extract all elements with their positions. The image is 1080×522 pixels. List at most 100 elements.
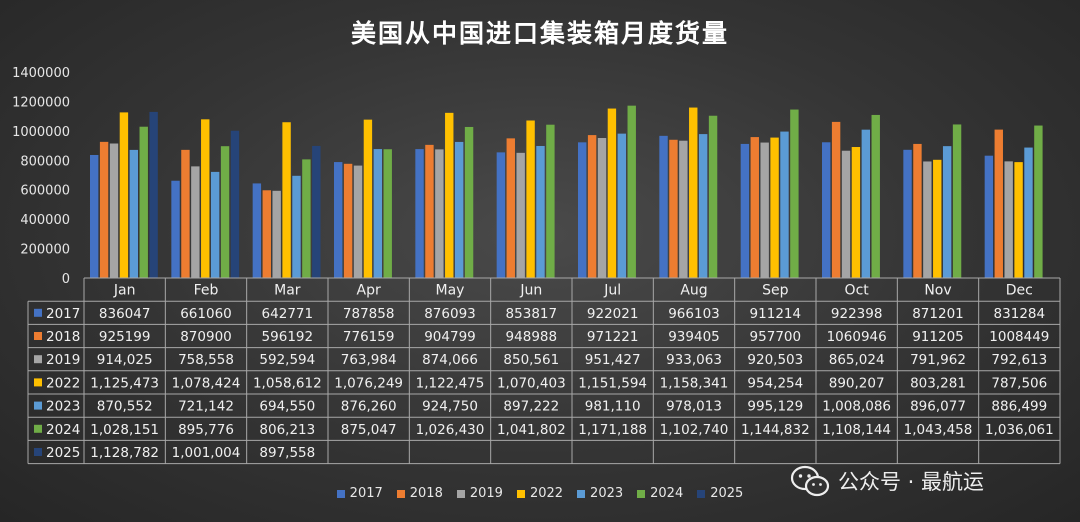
bar bbox=[129, 149, 139, 278]
legend-label: 2017 bbox=[349, 486, 383, 501]
bar bbox=[312, 145, 321, 278]
legend-item: 2019 bbox=[456, 486, 503, 501]
data-label: 981,110 bbox=[585, 399, 641, 415]
x-tick-label: Jan bbox=[113, 283, 136, 299]
bar bbox=[984, 155, 994, 278]
data-label: 871201 bbox=[912, 306, 964, 322]
bar bbox=[201, 119, 210, 278]
data-label: 661060 bbox=[180, 306, 232, 322]
legend-label: 2019 bbox=[469, 486, 503, 501]
bar bbox=[546, 124, 555, 279]
legend-key bbox=[34, 401, 42, 410]
x-tick-label: Sep bbox=[762, 283, 789, 299]
data-label: 1,026,430 bbox=[416, 422, 485, 438]
x-tick-label: Jun bbox=[519, 283, 542, 299]
data-label: 925199 bbox=[99, 329, 151, 345]
data-label: 978,013 bbox=[666, 399, 722, 415]
bar bbox=[708, 115, 718, 278]
x-tick-label: Aug bbox=[680, 283, 707, 299]
data-label: 876,260 bbox=[341, 399, 397, 415]
legend-item: 2022 bbox=[516, 486, 563, 501]
bar bbox=[1034, 125, 1043, 278]
chart-title: 美国从中国进口集装箱月度货量 bbox=[350, 19, 729, 48]
legend-item: 2023 bbox=[577, 486, 623, 501]
bar bbox=[790, 109, 799, 279]
bar-chart: 0 200000 400000 600000 800000 1000000 1200000 1… bbox=[12, 66, 1061, 465]
data-label: 694,550 bbox=[259, 399, 315, 415]
legend-item: 2017 bbox=[336, 486, 383, 501]
bar bbox=[760, 142, 769, 278]
bar bbox=[1024, 147, 1033, 278]
bar bbox=[831, 121, 841, 278]
data-label: 1,171,188 bbox=[578, 422, 647, 438]
data-label: 966103 bbox=[668, 306, 720, 322]
bar bbox=[292, 175, 301, 278]
data-label: 596192 bbox=[262, 329, 314, 345]
bar bbox=[750, 137, 759, 278]
bar bbox=[496, 152, 506, 278]
bar bbox=[516, 152, 525, 278]
bar bbox=[526, 120, 535, 279]
data-label: 721,142 bbox=[178, 399, 234, 415]
bar bbox=[698, 134, 708, 278]
data-label: 836047 bbox=[99, 306, 151, 322]
data-label: 853817 bbox=[506, 306, 558, 322]
legend-key bbox=[34, 448, 42, 456]
bar bbox=[903, 149, 912, 278]
data-label: 642771 bbox=[262, 306, 314, 322]
legend-item: 2018 bbox=[396, 486, 443, 501]
wechat-icon bbox=[790, 465, 830, 497]
data-label: 876093 bbox=[424, 306, 476, 322]
table-series-name: 2022 bbox=[46, 375, 80, 391]
legend-key bbox=[34, 424, 42, 433]
data-label: 920,503 bbox=[747, 352, 803, 368]
bar bbox=[770, 137, 779, 278]
data-label: 951,427 bbox=[585, 352, 641, 368]
data-label: 803,281 bbox=[910, 375, 966, 391]
legend-item: 2024 bbox=[637, 486, 683, 501]
data-label: 957700 bbox=[750, 329, 802, 345]
y-tick-label: 600000 bbox=[20, 184, 70, 199]
legend: 2017 2018 2019 2022 2023 2024 2025 bbox=[0, 486, 1080, 501]
bar bbox=[109, 143, 119, 278]
data-label: 939405 bbox=[668, 329, 720, 345]
bar bbox=[435, 149, 444, 278]
data-label: 758,558 bbox=[178, 352, 234, 368]
bar bbox=[373, 149, 383, 278]
bar bbox=[587, 135, 597, 278]
bar bbox=[302, 159, 311, 278]
data-label: 924,750 bbox=[422, 399, 478, 415]
x-tick-label: Mar bbox=[274, 283, 301, 299]
data-label: 776159 bbox=[343, 329, 395, 345]
bar bbox=[506, 138, 515, 278]
data-label: 865,024 bbox=[829, 352, 885, 368]
data-label: 897,222 bbox=[503, 399, 559, 415]
bar bbox=[230, 130, 240, 278]
data-label: 831284 bbox=[994, 306, 1046, 322]
table-series-name: 2017 bbox=[46, 306, 80, 322]
data-label: 1,001,004 bbox=[172, 445, 241, 461]
data-label: 870900 bbox=[180, 329, 232, 345]
legend-swatch bbox=[516, 489, 525, 498]
table-series-name: 2018 bbox=[46, 329, 80, 345]
x-tick-label: Oct bbox=[845, 283, 870, 299]
bar bbox=[923, 161, 932, 278]
bar bbox=[262, 190, 271, 278]
bar bbox=[415, 149, 424, 278]
y-tick-label: 1000000 bbox=[12, 125, 70, 140]
data-label: 886,499 bbox=[991, 399, 1047, 415]
bar bbox=[659, 135, 668, 278]
data-label: 850,561 bbox=[503, 352, 559, 368]
bar bbox=[1004, 161, 1013, 278]
legend-swatch bbox=[396, 489, 405, 498]
bar bbox=[1014, 162, 1023, 278]
data-label: 875,047 bbox=[341, 422, 397, 438]
legend-key bbox=[34, 308, 42, 317]
data-label: 1,041,802 bbox=[497, 422, 566, 438]
data-label: 897,558 bbox=[259, 445, 315, 461]
data-label: 592,594 bbox=[259, 352, 315, 368]
data-label: 763,984 bbox=[341, 352, 397, 368]
legend-swatch bbox=[456, 489, 465, 498]
bar bbox=[334, 162, 343, 278]
bar bbox=[171, 180, 180, 278]
